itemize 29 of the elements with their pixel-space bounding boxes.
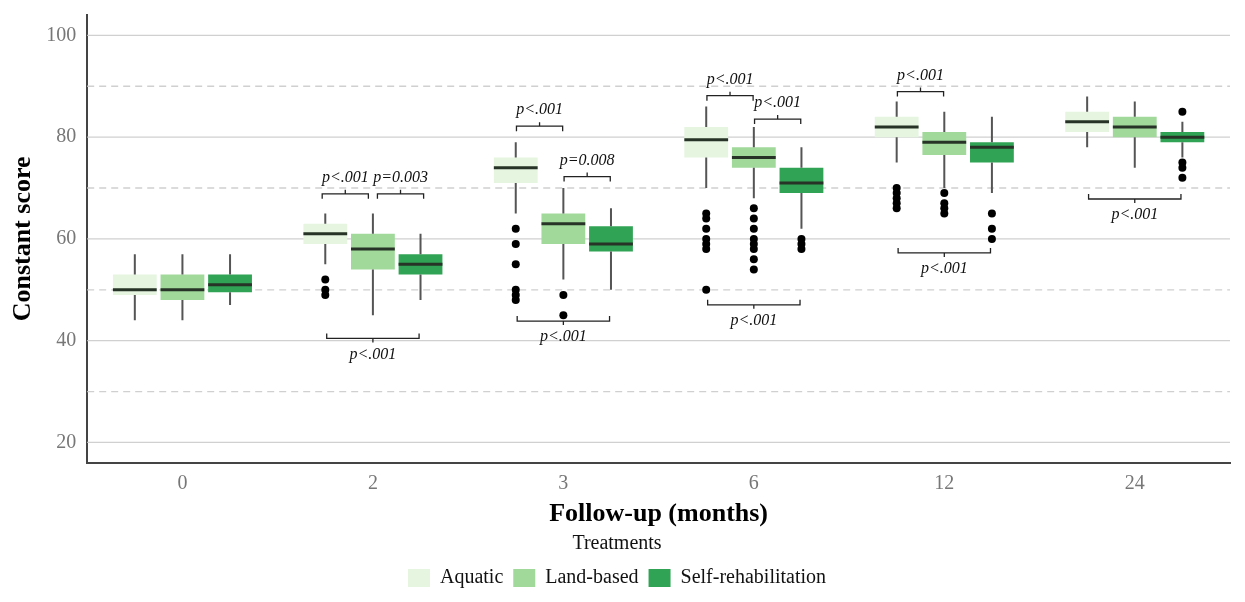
annotation: p<.001 — [919, 259, 968, 278]
x-tick-label: 24 — [1124, 471, 1145, 494]
x-tick-label: 12 — [934, 471, 955, 494]
y-tick-label: 20 — [56, 429, 77, 452]
annotation: p<.001 — [729, 311, 778, 330]
legend-label: Aquatic — [439, 565, 504, 589]
annotation: p<.001 — [896, 65, 944, 84]
annotation: p<.001 — [753, 93, 802, 112]
x-tick-label: 6 — [748, 471, 759, 494]
annotation: p<.001 — [538, 327, 587, 346]
annotation: p=0.008 — [558, 150, 615, 169]
annotation: p=0.003 — [372, 168, 428, 187]
annotation: p<.001 — [320, 168, 369, 187]
legend-title: Treatments — [572, 531, 662, 554]
y-tick-label: 100 — [46, 22, 77, 45]
annotation: p<.001 — [515, 100, 563, 119]
y-axis-title: Constant score — [7, 156, 37, 322]
legend-label: Land-based — [545, 565, 639, 588]
legend-label: Self-rehabilitation — [680, 565, 827, 588]
annotation: p<.001 — [705, 69, 754, 88]
annotation: p<.001 — [1110, 205, 1159, 224]
y-tick-label: 60 — [56, 226, 77, 249]
x-axis-title: Follow-up (months) — [549, 498, 769, 528]
y-tick-label: 40 — [56, 327, 77, 350]
annotation: p<.001 — [348, 344, 397, 363]
x-tick-label: 3 — [558, 471, 569, 494]
x-tick-label: 0 — [177, 471, 188, 494]
x-tick-label: 2 — [367, 471, 378, 494]
y-tick-label: 80 — [56, 124, 77, 147]
